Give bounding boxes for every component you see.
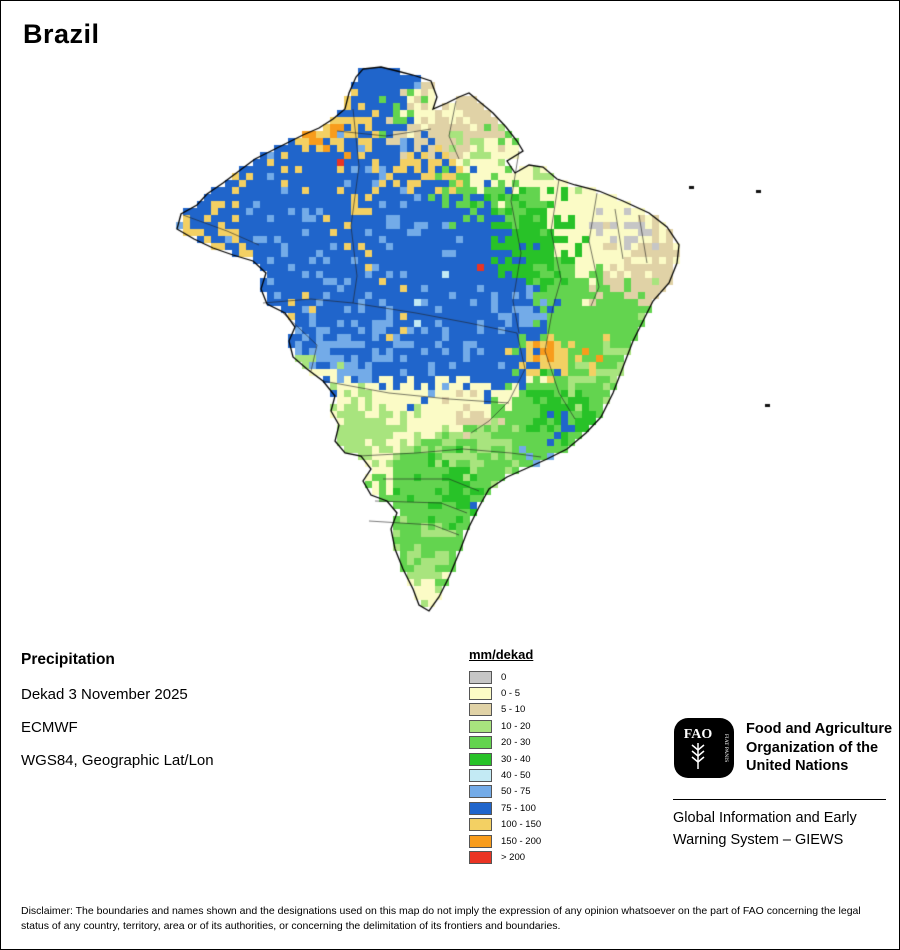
- legend-swatch: [469, 850, 492, 864]
- info-line-source: ECMWF: [21, 719, 78, 736]
- fao-divider: [673, 799, 886, 800]
- legend-swatch: [469, 769, 492, 783]
- legend: mm/dekad 0 0 - 5 5 - 10 10 - 20 20 - 30 30 - …: [469, 647, 541, 866]
- legend-row: 20 - 30: [469, 735, 541, 751]
- legend-row: 0 - 5: [469, 685, 541, 701]
- legend-swatch: [469, 818, 492, 832]
- legend-swatch: [469, 736, 492, 750]
- legend-row: 30 - 40: [469, 751, 541, 767]
- legend-label: > 200: [501, 851, 526, 863]
- fao-logo: FAO FIAT PANIS: [674, 718, 734, 778]
- legend-label: 0: [501, 671, 507, 683]
- legend-swatch: [469, 801, 492, 815]
- legend-label: 20 - 30: [501, 737, 531, 749]
- legend-label: 0 - 5: [501, 688, 521, 700]
- legend-label: 10 - 20: [501, 720, 531, 732]
- legend-entries: 0 0 - 5 5 - 10 10 - 20 20 - 30 30 - 40 40 - 50…: [469, 669, 541, 866]
- fao-block: FAO FIAT PANIS Food and Agriculture Orga…: [673, 717, 892, 779]
- legend-row: 100 - 150: [469, 817, 541, 833]
- fao-org-name: Food and Agriculture Organization of the…: [746, 720, 892, 776]
- legend-row: 150 - 200: [469, 833, 541, 849]
- info-block: Precipitation Dekad 3 November 2025 ECMW…: [21, 651, 214, 785]
- legend-swatch: [469, 687, 492, 701]
- giews-line: Global Information and Early: [673, 810, 857, 826]
- legend-swatch: [469, 752, 492, 766]
- precipitation-heading: Precipitation: [21, 651, 115, 668]
- info-line-dekad: Dekad 3 November 2025: [21, 686, 188, 703]
- legend-label: 150 - 200: [501, 835, 542, 847]
- legend-label: 40 - 50: [501, 770, 531, 782]
- legend-label: 5 - 10: [501, 704, 526, 716]
- legend-row: 40 - 50: [469, 767, 541, 783]
- giews-label: Global Information and Early Warning Sys…: [673, 808, 857, 851]
- fao-org-line: Food and Agriculture: [746, 721, 893, 738]
- legend-swatch: [469, 719, 492, 733]
- fao-logo-acronym: FAO: [684, 727, 713, 742]
- legend-row: 5 - 10: [469, 702, 541, 718]
- legend-row: 75 - 100: [469, 800, 541, 816]
- legend-row: > 200: [469, 849, 541, 865]
- disclaimer: Disclaimer: The boundaries and names sho…: [21, 905, 861, 932]
- fao-org-line: Organization of the: [746, 739, 879, 756]
- legend-row: 10 - 20: [469, 718, 541, 734]
- page-title: Brazil: [23, 19, 100, 49]
- legend-title: mm/dekad: [469, 647, 534, 662]
- legend-label: 50 - 75: [501, 786, 531, 798]
- giews-line: Warning System – GIEWS: [673, 831, 844, 848]
- legend-swatch: [469, 834, 492, 848]
- legend-swatch: [469, 785, 492, 799]
- legend-swatch: [469, 703, 492, 717]
- legend-label: 30 - 40: [501, 753, 531, 765]
- legend-label: 100 - 150: [501, 819, 542, 831]
- legend-swatch: [469, 670, 492, 684]
- legend-row: 0: [469, 669, 541, 685]
- fao-org-line: United Nations: [746, 758, 849, 775]
- legend-row: 50 - 75: [469, 784, 541, 800]
- fao-logo-motto: FIAT PANIS: [723, 734, 729, 762]
- info-line-projection: WGS84, Geographic Lat/Lon: [21, 752, 214, 769]
- wheat-icon: [691, 743, 705, 769]
- legend-label: 75 - 100: [501, 802, 536, 814]
